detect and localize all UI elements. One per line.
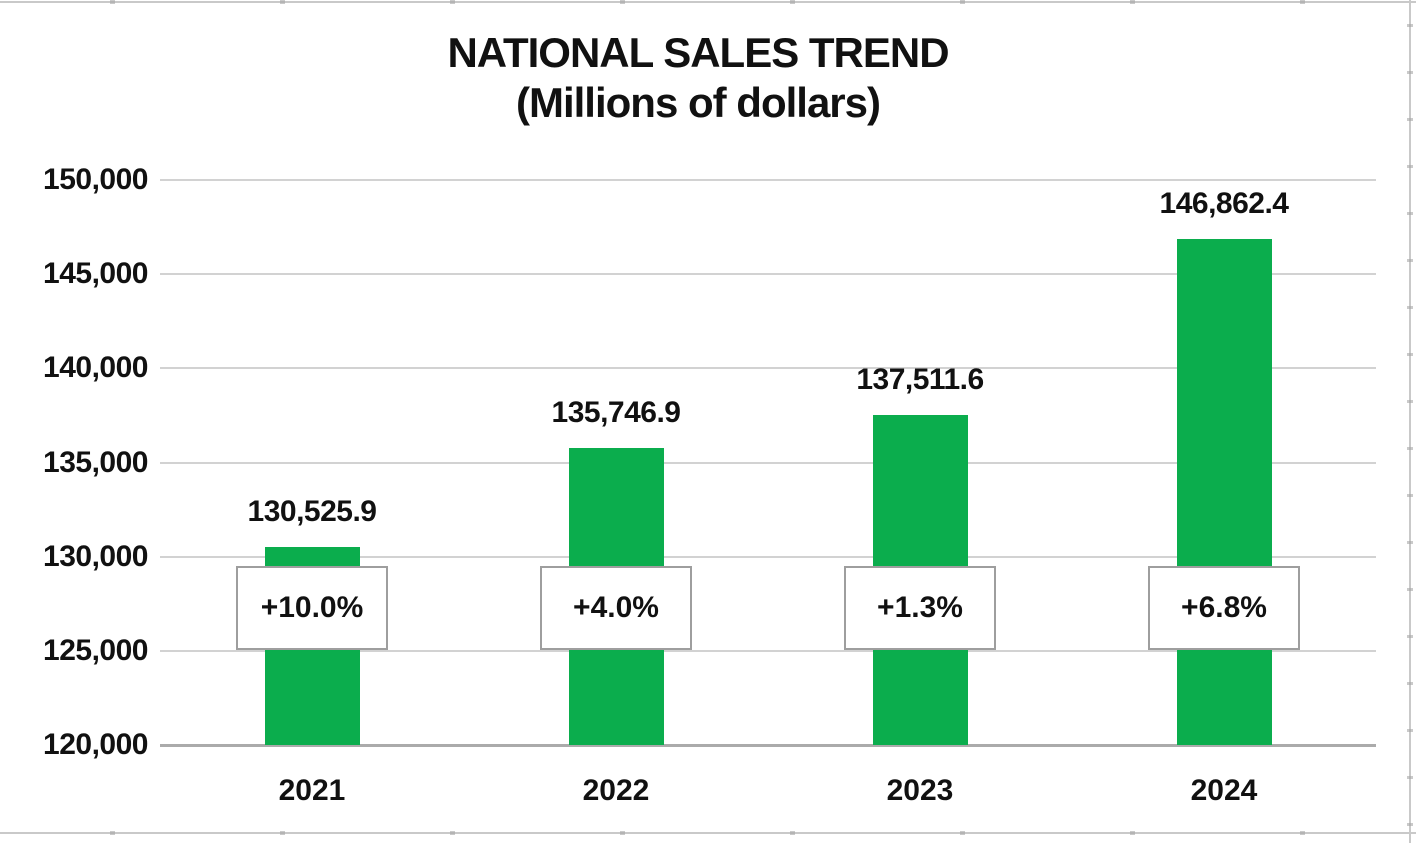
y-axis-tick-label: 125,000: [43, 633, 148, 667]
sheet-column-tick: [960, 0, 965, 4]
sheet-column-tick: [1300, 831, 1305, 835]
pct-change-box: +6.8%: [1148, 566, 1300, 650]
sheet-right-border: [1409, 0, 1411, 843]
sheet-column-tick: [790, 831, 795, 835]
bar-value-label: 130,525.9: [247, 494, 377, 528]
y-gridline: [160, 461, 1376, 464]
sheet-row-tick: [1407, 729, 1413, 732]
sheet-row-tick: [1407, 306, 1413, 309]
y-axis-tick-label: 135,000: [43, 445, 148, 479]
y-axis-tick-label: 120,000: [43, 728, 148, 761]
bar-2024: [1176, 239, 1272, 745]
y-axis-tick-label: 140,000: [43, 351, 148, 385]
sheet-top-border: [0, 1, 1416, 3]
sheet-column-tick: [110, 831, 115, 835]
chart-title-block: NATIONAL SALES TREND (Millions of dollar…: [447, 28, 949, 128]
x-axis-category-label: 2024: [1190, 774, 1258, 807]
sheet-column-tick: [280, 831, 285, 835]
sheet-row-tick: [1407, 165, 1413, 168]
y-gridline: [160, 367, 1376, 370]
sheet-column-tick: [620, 831, 625, 835]
sheet-row-tick: [1407, 682, 1413, 685]
y-axis-tick-label: 150,000: [43, 163, 148, 196]
sheet-row-tick: [1407, 71, 1413, 74]
bar-value-label: 135,746.9: [551, 396, 681, 430]
sheet-row-tick: [1407, 541, 1413, 544]
bar-value-label: 146,862.4: [1159, 187, 1289, 221]
y-gridline: [160, 555, 1376, 558]
chart-title: NATIONAL SALES TREND: [447, 29, 949, 76]
sheet-bottom-border: [0, 832, 1416, 834]
sheet-row-tick: [1407, 635, 1413, 638]
sheet-column-tick: [790, 0, 795, 4]
sheet-column-tick: [110, 0, 115, 4]
y-axis-tick-label: 145,000: [43, 257, 148, 291]
sheet-row-tick: [1407, 212, 1413, 215]
sheet-column-tick: [960, 831, 965, 835]
sheet-row-tick: [1407, 776, 1413, 779]
x-axis-category-label: 2023: [886, 774, 954, 807]
y-gridline: [160, 179, 1376, 181]
sheet-column-tick: [620, 0, 625, 4]
sheet-row-tick: [1407, 353, 1413, 356]
sheet-column-tick: [1130, 831, 1135, 835]
sheet-column-tick: [450, 0, 455, 4]
y-gridline: [160, 649, 1376, 652]
pct-change-box: +1.3%: [844, 566, 996, 650]
sheet-row-tick: [1407, 24, 1413, 27]
x-axis-category-label: 2021: [278, 774, 346, 807]
x-axis-category-label: 2022: [582, 774, 650, 807]
sheet-column-tick: [280, 0, 285, 4]
chart-subtitle: (Millions of dollars): [516, 79, 881, 126]
sheet-row-tick: [1407, 588, 1413, 591]
sheet-row-tick: [1407, 823, 1413, 826]
sheet-row-tick: [1407, 494, 1413, 497]
sheet-row-tick: [1407, 447, 1413, 450]
y-gridline: [160, 273, 1376, 276]
pct-change-box: +4.0%: [540, 566, 692, 650]
sheet-row-tick: [1407, 259, 1413, 262]
bar-value-label: 137,511.6: [856, 363, 984, 397]
sheet-column-tick: [1130, 0, 1135, 4]
x-axis-line: [160, 743, 1376, 747]
y-axis-tick-label: 130,000: [43, 539, 148, 573]
pct-change-box: +10.0%: [236, 566, 388, 650]
sheet-row-tick: [1407, 400, 1413, 403]
sheet-row-tick: [1407, 118, 1413, 121]
sheet-column-tick: [450, 831, 455, 835]
sheet-column-tick: [1300, 0, 1305, 4]
